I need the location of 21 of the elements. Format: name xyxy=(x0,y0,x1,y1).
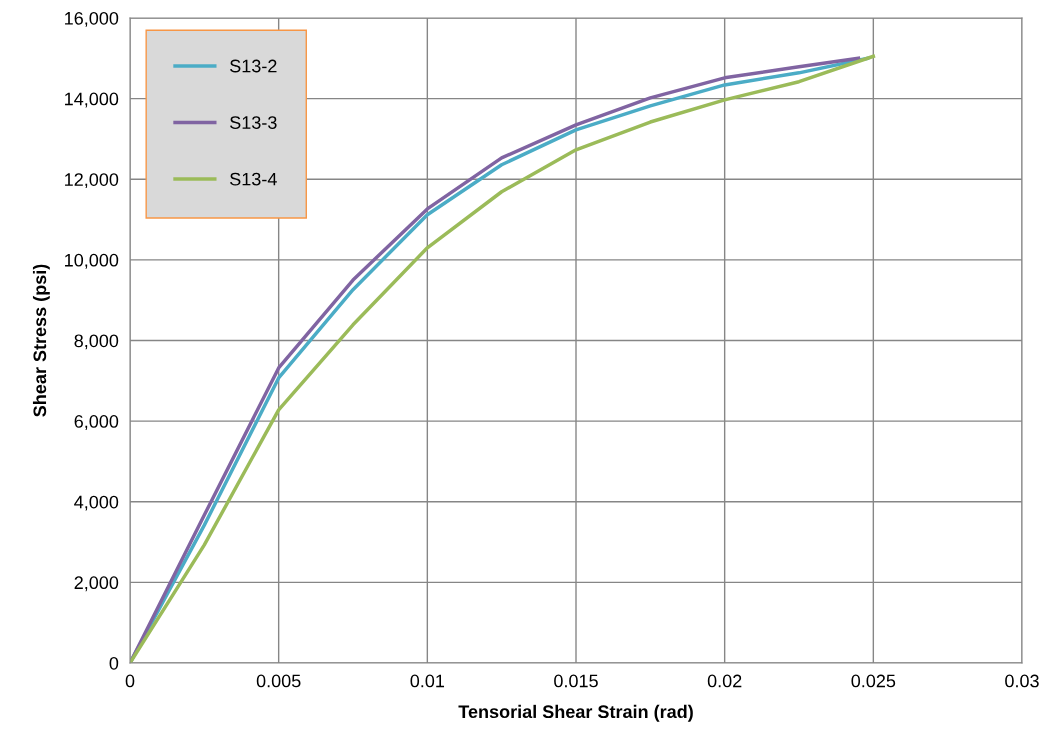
x-tick-label: 0.01 xyxy=(410,674,445,688)
y-tick-label: 4,000 xyxy=(74,495,119,511)
y-tick-label: 0 xyxy=(109,656,119,670)
x-tick-label: 0.005 xyxy=(256,674,301,688)
x-tick-label: 0 xyxy=(125,674,135,688)
x-tick-label: 0.03 xyxy=(1005,674,1039,688)
x-axis-title: Tensorial Shear Strain (rad) xyxy=(458,704,693,722)
y-tick-label: 8,000 xyxy=(74,334,119,350)
y-tick-label: 14,000 xyxy=(65,92,119,108)
y-tick-label: 12,000 xyxy=(65,173,119,189)
y-tick-label: 2,000 xyxy=(74,576,119,592)
x-tick-label: 0.025 xyxy=(851,674,896,688)
y-tick-label: 16,000 xyxy=(65,11,119,27)
y-axis-title: Shear Stress (psi) xyxy=(32,264,50,417)
y-tick-label: 10,000 xyxy=(65,253,119,269)
y-tick-label: 6,000 xyxy=(74,415,119,430)
legend-label: S13-4 xyxy=(230,172,277,186)
x-tick-label: 0.015 xyxy=(554,674,598,688)
legend-label: S13-2 xyxy=(230,59,277,73)
legend-label: S13-3 xyxy=(230,116,277,129)
x-tick-label: 0.02 xyxy=(707,674,742,688)
